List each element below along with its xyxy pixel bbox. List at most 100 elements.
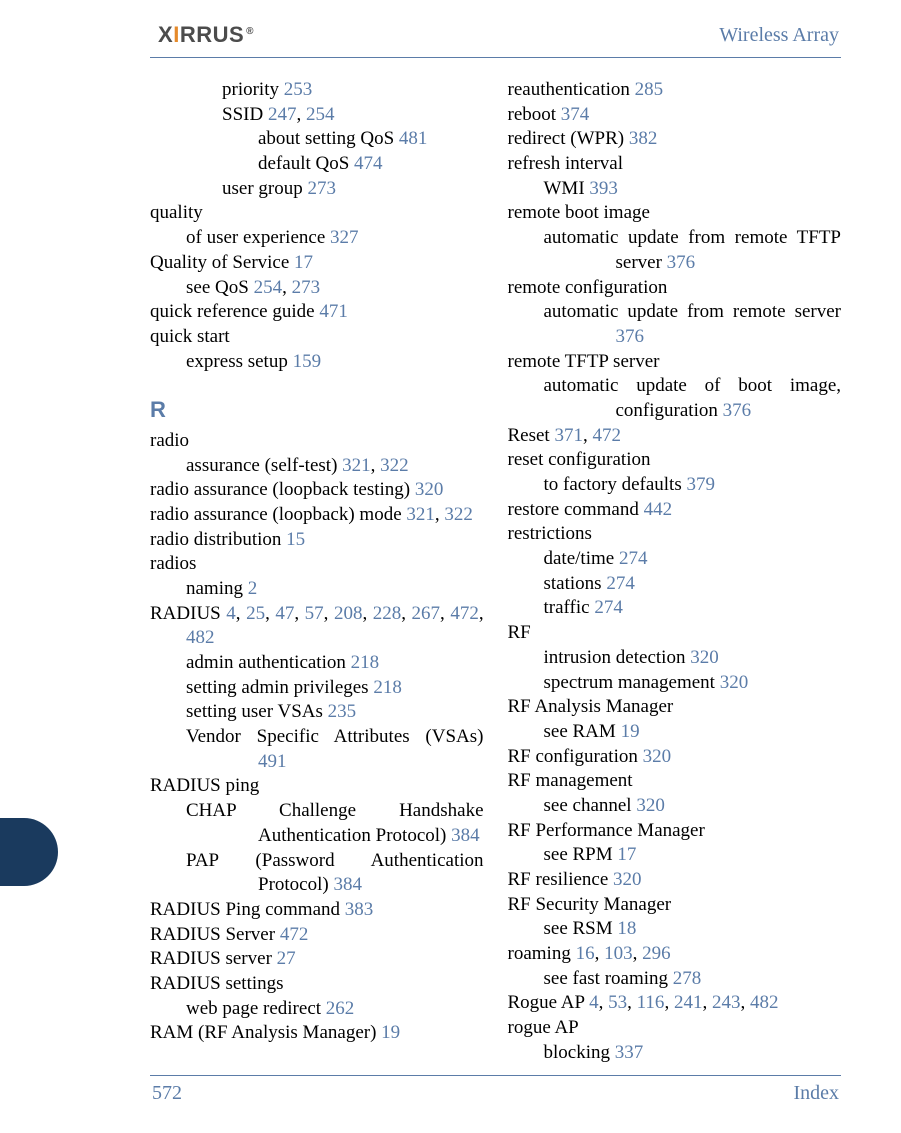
index-text: CHAP Challenge Handshake Authentication … bbox=[186, 800, 484, 846]
page-ref[interactable]: 17 bbox=[617, 844, 636, 865]
index-entry: Vendor Specific Attributes (VSAs) 491 bbox=[150, 725, 484, 774]
index-entry: quick start bbox=[150, 325, 484, 350]
page-ref[interactable]: 285 bbox=[635, 79, 664, 100]
page-ref[interactable]: 218 bbox=[373, 677, 402, 698]
page-ref[interactable]: 218 bbox=[351, 652, 380, 673]
page-ref[interactable]: 322 bbox=[380, 455, 409, 476]
index-text: remote boot image bbox=[508, 202, 650, 223]
page-ref[interactable]: 482 bbox=[186, 627, 215, 648]
page-ref[interactable]: 474 bbox=[354, 153, 383, 174]
index-entry: radio assurance (loopback) mode 321, 322 bbox=[150, 503, 484, 528]
page-ref[interactable]: 228 bbox=[373, 603, 402, 624]
page-ref[interactable]: 379 bbox=[686, 474, 715, 495]
index-text: RF Analysis Manager bbox=[508, 696, 674, 717]
page-ref[interactable]: 19 bbox=[621, 721, 640, 742]
page-ref[interactable]: 322 bbox=[444, 504, 473, 525]
index-text: , bbox=[702, 992, 712, 1013]
page-ref[interactable]: 472 bbox=[280, 924, 309, 945]
index-entry: RADIUS 4, 25, 47, 57, 208, 228, 267, 472… bbox=[150, 602, 484, 651]
page-ref[interactable]: 57 bbox=[305, 603, 324, 624]
index-entry: see RPM 17 bbox=[544, 843, 842, 868]
page-ref[interactable]: 2 bbox=[248, 578, 258, 599]
index-entry: spectrum management 320 bbox=[544, 671, 842, 696]
page-ref[interactable]: 18 bbox=[617, 918, 636, 939]
index-text: radio distribution bbox=[150, 529, 286, 550]
index-text: , bbox=[633, 943, 643, 964]
page-ref[interactable]: 383 bbox=[345, 899, 374, 920]
page-ref[interactable]: 16 bbox=[576, 943, 595, 964]
page-ref[interactable]: 17 bbox=[294, 252, 313, 273]
page-ref[interactable]: 337 bbox=[615, 1042, 644, 1063]
page-ref[interactable]: 253 bbox=[284, 79, 313, 100]
index-entry: about setting QoS 481 bbox=[258, 127, 484, 152]
index-text: WMI bbox=[544, 178, 590, 199]
page-ref[interactable]: 320 bbox=[613, 869, 642, 890]
index-text: see channel bbox=[544, 795, 637, 816]
page-ref[interactable]: 472 bbox=[450, 603, 479, 624]
page-ref[interactable]: 320 bbox=[720, 672, 749, 693]
page-ref[interactable]: 376 bbox=[616, 326, 645, 347]
page-ref[interactable]: 103 bbox=[604, 943, 633, 964]
page-ref[interactable]: 321 bbox=[342, 455, 371, 476]
page-ref[interactable]: 320 bbox=[690, 647, 719, 668]
index-text: RF bbox=[508, 622, 531, 643]
page-ref[interactable]: 384 bbox=[451, 825, 480, 846]
page-ref[interactable]: 47 bbox=[275, 603, 294, 624]
page-ref[interactable]: 235 bbox=[328, 701, 357, 722]
page-ref[interactable]: 371 bbox=[554, 425, 583, 446]
page-ref[interactable]: 243 bbox=[712, 992, 741, 1013]
index-text: , bbox=[282, 277, 292, 298]
index-text: automatic update from remote server bbox=[544, 301, 842, 322]
page-ref[interactable]: 393 bbox=[589, 178, 618, 199]
page-ref[interactable]: 262 bbox=[326, 998, 355, 1019]
page-ref[interactable]: 4 bbox=[589, 992, 599, 1013]
page-ref[interactable]: 254 bbox=[254, 277, 283, 298]
page-ref[interactable]: 274 bbox=[606, 573, 635, 594]
page-ref[interactable]: 481 bbox=[399, 128, 428, 149]
page-ref[interactable]: 267 bbox=[412, 603, 441, 624]
page-ref[interactable]: 4 bbox=[226, 603, 236, 624]
index-text: , bbox=[362, 603, 372, 624]
index-text: of user experience bbox=[186, 227, 330, 248]
page-ref[interactable]: 278 bbox=[673, 968, 702, 989]
page-ref[interactable]: 274 bbox=[594, 597, 623, 618]
page-ref[interactable]: 382 bbox=[629, 128, 658, 149]
page-ref[interactable]: 19 bbox=[381, 1022, 400, 1043]
page-ref[interactable]: 208 bbox=[334, 603, 363, 624]
page-ref[interactable]: 25 bbox=[246, 603, 265, 624]
page-ref[interactable]: 374 bbox=[561, 104, 590, 125]
page-ref[interactable]: 247 bbox=[268, 104, 297, 125]
page-ref[interactable]: 274 bbox=[619, 548, 648, 569]
index-text: RADIUS Ping command bbox=[150, 899, 345, 920]
page-ref[interactable]: 321 bbox=[406, 504, 435, 525]
page-number: 572 bbox=[152, 1082, 182, 1105]
page-ref[interactable]: 273 bbox=[307, 178, 336, 199]
index-text: see RSM bbox=[544, 918, 618, 939]
page-ref[interactable]: 27 bbox=[277, 948, 296, 969]
index-entry: priority 253 bbox=[222, 78, 484, 103]
page-ref[interactable]: 376 bbox=[667, 252, 696, 273]
index-entry: admin authentication 218 bbox=[186, 651, 484, 676]
page-ref[interactable]: 273 bbox=[292, 277, 321, 298]
page-ref[interactable]: 320 bbox=[643, 746, 672, 767]
page-ref[interactable]: 53 bbox=[608, 992, 627, 1013]
page-ref[interactable]: 471 bbox=[319, 301, 348, 322]
page-ref[interactable]: 472 bbox=[592, 425, 621, 446]
page-ref[interactable]: 15 bbox=[286, 529, 305, 550]
page-ref[interactable]: 296 bbox=[642, 943, 671, 964]
page-ref[interactable]: 159 bbox=[293, 351, 322, 372]
index-text: express setup bbox=[186, 351, 293, 372]
page-ref[interactable]: 320 bbox=[415, 479, 444, 500]
page-ref[interactable]: 254 bbox=[306, 104, 335, 125]
index-entry: RF bbox=[508, 621, 842, 646]
page-ref[interactable]: 327 bbox=[330, 227, 359, 248]
page-ref[interactable]: 442 bbox=[644, 499, 673, 520]
page-ref[interactable]: 384 bbox=[333, 874, 362, 895]
page-ref[interactable]: 491 bbox=[258, 751, 287, 772]
page-ref[interactable]: 482 bbox=[750, 992, 779, 1013]
page-ref[interactable]: 376 bbox=[723, 400, 752, 421]
page-ref[interactable]: 320 bbox=[636, 795, 665, 816]
page-ref[interactable]: 241 bbox=[674, 992, 703, 1013]
page-ref[interactable]: 116 bbox=[637, 992, 665, 1013]
index-text: see RPM bbox=[544, 844, 618, 865]
